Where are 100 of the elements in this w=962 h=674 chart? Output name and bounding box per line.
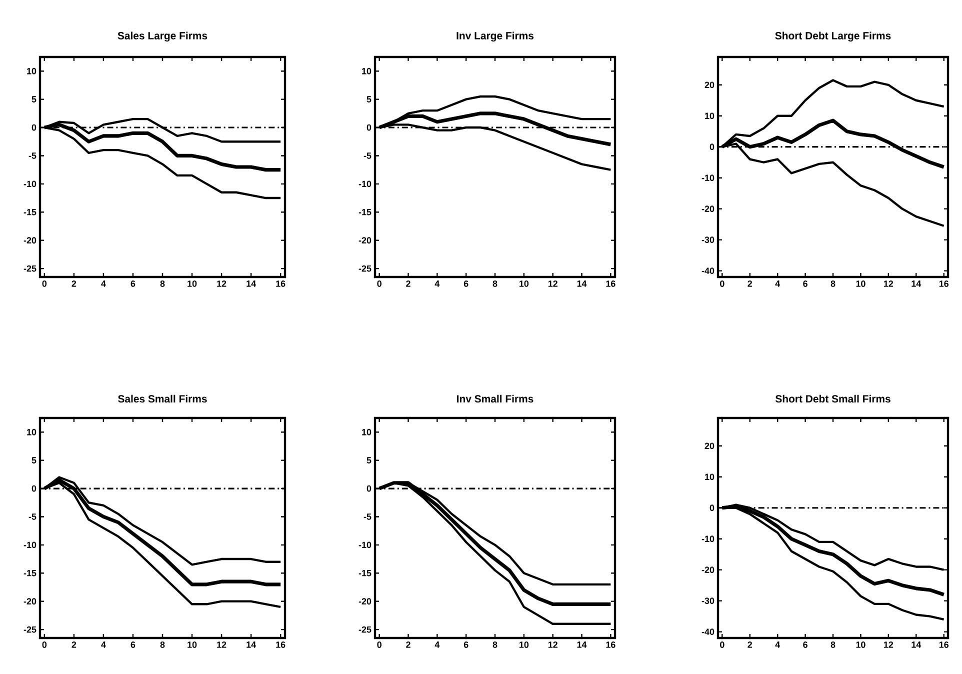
y-tick-label: -10 bbox=[358, 542, 372, 548]
y-tick-label: 20 bbox=[704, 442, 714, 450]
y-tick-label: -5 bbox=[364, 152, 372, 159]
y-tick-label: -20 bbox=[358, 237, 372, 244]
y-tick-label: -5 bbox=[28, 514, 36, 520]
y-tick-label: 10 bbox=[362, 428, 372, 436]
y-tick-label: 10 bbox=[362, 68, 372, 74]
y-tick-label: 5 bbox=[366, 96, 372, 102]
x-tick-label: 12 bbox=[548, 642, 558, 648]
x-tick-label: 4 bbox=[775, 642, 780, 648]
x-tick-label: 10 bbox=[856, 280, 866, 287]
y-tick-label: 0 bbox=[366, 124, 372, 131]
y-tick-label: 0 bbox=[710, 144, 714, 150]
x-tick-label: 6 bbox=[464, 642, 468, 648]
y-tick-label: 10 bbox=[705, 474, 714, 480]
y-tick-label: -15 bbox=[24, 570, 36, 576]
x-tick-label: 0 bbox=[377, 642, 382, 648]
x-tick-label: 14 bbox=[912, 280, 922, 287]
x-tick-label: 10 bbox=[520, 642, 529, 648]
x-tick-label: 16 bbox=[606, 280, 616, 287]
chart-title: Inv Small Firms bbox=[457, 394, 534, 403]
x-tick-label: 6 bbox=[130, 642, 136, 648]
y-tick-label: -20 bbox=[702, 206, 714, 212]
y-tick-label: 5 bbox=[32, 457, 36, 464]
y-tick-label: -20 bbox=[702, 566, 714, 574]
y-tick-label: -10 bbox=[358, 180, 372, 188]
x-tick-label: 2 bbox=[72, 642, 76, 648]
x-tick-label: 2 bbox=[406, 280, 410, 287]
x-tick-label: 4 bbox=[434, 642, 440, 648]
x-tick-label: 10 bbox=[520, 280, 529, 287]
y-tick-label: -5 bbox=[364, 514, 372, 520]
y-tick-label: 5 bbox=[32, 96, 36, 102]
x-tick-label: 12 bbox=[884, 280, 894, 287]
y-tick-label: 0 bbox=[32, 485, 36, 492]
y-tick-label: -25 bbox=[358, 265, 372, 272]
y-tick-label: -5 bbox=[28, 152, 36, 159]
chart-title: Sales Large Firms bbox=[118, 32, 208, 42]
y-tick-label: 10 bbox=[27, 68, 36, 74]
x-tick-label: 6 bbox=[130, 280, 136, 287]
x-tick-label: 0 bbox=[42, 642, 47, 648]
y-tick-label: -10 bbox=[24, 180, 36, 188]
x-tick-label: 16 bbox=[276, 280, 286, 287]
x-tick-label: 8 bbox=[830, 280, 836, 287]
x-tick-label: 12 bbox=[548, 280, 558, 287]
x-tick-label: 2 bbox=[748, 642, 752, 648]
x-tick-label: 16 bbox=[939, 280, 949, 287]
x-tick-label: 14 bbox=[246, 642, 256, 648]
x-tick-label: 6 bbox=[803, 280, 808, 287]
x-tick-label: 14 bbox=[577, 642, 587, 648]
x-tick-label: 0 bbox=[720, 642, 724, 648]
chart-title: Sales Small Firms bbox=[118, 394, 207, 403]
y-tick-label: 0 bbox=[710, 504, 714, 512]
y-tick-label: -20 bbox=[24, 598, 36, 605]
y-tick-label: -30 bbox=[702, 236, 714, 243]
x-tick-label: 4 bbox=[775, 280, 780, 287]
y-tick-label: -15 bbox=[358, 570, 372, 576]
y-tick-label: -25 bbox=[358, 626, 372, 633]
chart-title: Short Debt Small Firms bbox=[775, 394, 890, 403]
x-tick-label: 8 bbox=[492, 280, 498, 287]
y-tick-label: 10 bbox=[705, 112, 714, 120]
y-tick-label: -15 bbox=[358, 208, 372, 216]
y-tick-label: -30 bbox=[702, 598, 714, 604]
x-tick-label: 4 bbox=[434, 280, 440, 287]
x-tick-label: 16 bbox=[276, 642, 286, 648]
y-tick-label: 0 bbox=[366, 485, 372, 492]
x-tick-label: 14 bbox=[577, 280, 587, 287]
x-tick-label: 6 bbox=[464, 280, 468, 287]
y-tick-label: -20 bbox=[24, 237, 36, 244]
x-tick-label: 8 bbox=[160, 642, 165, 648]
y-tick-label: 0 bbox=[32, 124, 36, 131]
x-tick-label: 2 bbox=[406, 642, 410, 648]
x-tick-label: 16 bbox=[606, 642, 616, 648]
x-tick-label: 8 bbox=[160, 280, 165, 287]
x-tick-label: 10 bbox=[188, 642, 197, 648]
x-tick-label: 4 bbox=[101, 642, 106, 648]
x-tick-label: 14 bbox=[912, 642, 922, 648]
y-tick-label: 20 bbox=[704, 82, 714, 88]
x-tick-label: 12 bbox=[217, 642, 226, 648]
y-tick-label: 10 bbox=[27, 428, 36, 436]
x-tick-label: 0 bbox=[720, 280, 724, 287]
x-tick-label: 2 bbox=[748, 280, 752, 287]
y-tick-label: -40 bbox=[702, 628, 714, 635]
x-tick-label: 6 bbox=[803, 642, 808, 648]
y-tick-label: -25 bbox=[24, 626, 36, 633]
chart-title: Short Debt Large Firms bbox=[775, 32, 891, 42]
y-tick-label: -25 bbox=[24, 265, 36, 272]
y-tick-label: -10 bbox=[702, 174, 714, 182]
chart-title: Inv Large Firms bbox=[456, 32, 534, 42]
x-tick-label: 16 bbox=[939, 642, 949, 648]
x-tick-label: 8 bbox=[830, 642, 836, 648]
x-tick-label: 10 bbox=[856, 642, 866, 648]
x-tick-label: 14 bbox=[246, 280, 256, 287]
x-tick-label: 10 bbox=[188, 280, 197, 287]
y-tick-label: -40 bbox=[702, 268, 714, 274]
x-tick-label: 0 bbox=[42, 280, 47, 287]
y-tick-label: -10 bbox=[702, 536, 714, 542]
x-tick-label: 4 bbox=[101, 280, 106, 287]
x-tick-label: 2 bbox=[72, 280, 76, 287]
y-tick-label: 5 bbox=[366, 457, 372, 464]
y-tick-label: -15 bbox=[24, 208, 36, 216]
